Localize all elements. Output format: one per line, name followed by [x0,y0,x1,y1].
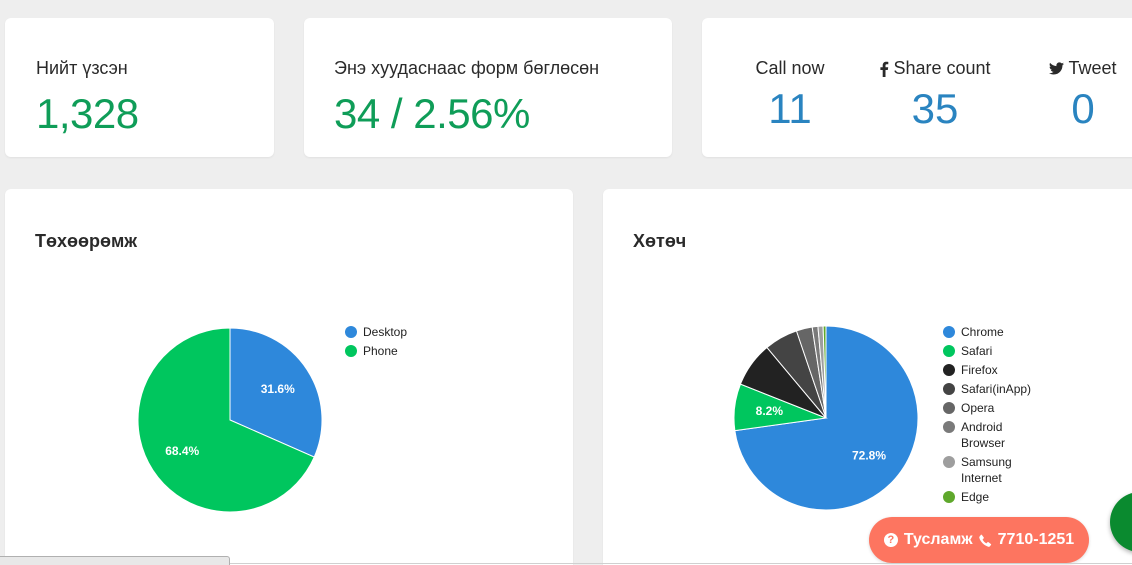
legend-item[interactable]: Safari(inApp) [943,381,1041,397]
total-views-value: 1,328 [36,90,139,137]
legend-item[interactable]: Phone [345,343,443,359]
legend-label: Edge [961,490,990,504]
pie-slice[interactable] [822,325,827,419]
legend-dot-icon [943,402,955,414]
legend-label: Chrome [961,325,1004,339]
legend-dot-icon [943,421,955,433]
bottom-divider [230,563,1132,564]
legend-dot-icon [943,326,955,338]
device-chart-title: Төхөөрөмж [35,231,138,251]
share-count-stat: Share count 35 [872,58,998,133]
call-now-label: Call now [755,58,825,78]
legend-item[interactable]: Safari [943,343,1041,359]
total-views-card: Нийт үзсэн 1,328 [5,18,274,157]
form-fills-label: Энэ хуудаснаас форм бөглөсөн [334,58,600,78]
legend-item[interactable]: Android Browser [943,419,1041,451]
legend-label: Samsung Internet [961,455,1012,485]
pie-data-label: 8.2% [756,404,784,418]
legend-dot-icon [943,491,955,503]
twitter-icon [1049,62,1065,75]
device-pie-chart[interactable]: 31.6% 68.4% [130,320,330,520]
legend-dot-icon [943,345,955,357]
browser-chart-card: Хөтөч 72.8% 8.2% Chrome Safari Firefox Safar… [603,189,1132,565]
form-fills-value: 34 / 2.56% [334,90,530,137]
share-count-label: Share count [893,58,991,78]
legend-dot-icon [943,364,955,376]
phone-icon [978,534,991,547]
question-icon: ? [883,533,898,547]
device-chart-legend: Desktop Phone [345,324,443,362]
help-label: Тусламж [903,531,973,548]
social-stats-card: Call now 11 Share count 35 Tweet 0 [702,18,1132,157]
pie-data-label: 68.4% [165,444,199,458]
browser-chart-title: Хөтөч [633,231,687,251]
facebook-icon [880,61,889,77]
legend-dot-icon [345,326,357,338]
call-now-value: 11 [768,85,812,132]
legend-label: Phone [363,344,398,358]
tweet-stat: Tweet 0 [1038,58,1128,133]
help-button[interactable]: ? Тусламж 7710-1251 [869,517,1089,563]
tweet-label: Tweet [1068,58,1117,78]
form-fills-card: Энэ хуудаснаас форм бөглөсөн 34 / 2.56% [304,18,672,157]
legend-item[interactable]: Firefox [943,362,1041,378]
call-now-stat: Call now 11 [742,58,838,133]
legend-label: Safari(inApp) [961,382,1032,396]
pie-slice[interactable] [137,327,315,513]
legend-dot-icon [345,345,357,357]
legend-label: Opera [961,401,995,415]
legend-item[interactable]: Chrome [943,324,1041,340]
legend-item[interactable]: Opera [943,400,1041,416]
share-count-value: 35 [911,85,959,132]
chat-button[interactable] [1110,492,1132,552]
legend-item[interactable]: Samsung Internet [943,454,1041,486]
legend-dot-icon [943,383,955,395]
total-views-label: Нийт үзсэн [36,58,128,78]
browser-pie-chart[interactable]: 72.8% 8.2% [726,318,926,518]
pie-slice[interactable] [229,327,323,458]
help-phone: 7710-1251 [997,531,1075,548]
device-chart-card: Төхөөрөмж 31.6% 68.4% Desktop Phone [5,189,573,565]
tweet-value: 0 [1071,85,1095,132]
bottom-status-bar [0,556,230,565]
legend-item[interactable]: Desktop [345,324,443,340]
legend-label: Android Browser [961,420,1006,450]
legend-item[interactable]: Edge [943,489,1041,505]
pie-data-label: 31.6% [261,382,295,396]
legend-label: Safari [961,344,993,358]
legend-dot-icon [943,456,955,468]
browser-chart-legend: Chrome Safari Firefox Safari(inApp) Opera And… [943,324,1041,508]
legend-label: Desktop [363,325,408,339]
pie-data-label: 72.8% [852,448,886,462]
legend-label: Firefox [961,363,998,377]
